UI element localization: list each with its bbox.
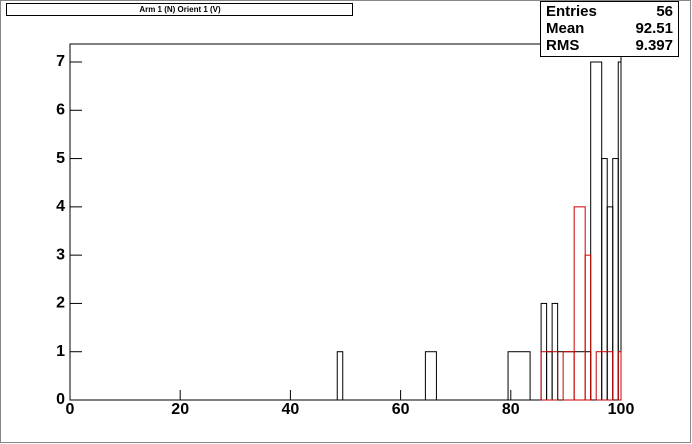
- y-tick-label: 1: [56, 343, 65, 360]
- y-tick-label: 6: [56, 102, 65, 119]
- stats-box: [540, 1, 679, 57]
- bar: [584, 254, 592, 401]
- bar: [617, 351, 622, 401]
- bar: [336, 351, 344, 401]
- x-tick-label: 100: [608, 401, 635, 418]
- y-tick-label: 3: [56, 246, 65, 263]
- bar: [540, 351, 559, 401]
- chart-title: Arm 1 (N) Orient 1 (V): [139, 5, 221, 14]
- stats-value: 92.51: [635, 20, 673, 37]
- stats-label: RMS: [546, 37, 579, 54]
- stats-value: 9.397: [635, 37, 673, 54]
- bar: [507, 351, 531, 401]
- x-tick-label: 20: [171, 401, 189, 418]
- stats-value: 56: [656, 3, 673, 20]
- y-tick-label: 0: [56, 391, 65, 408]
- stats-label: Entries: [546, 3, 597, 20]
- x-tick-label: 80: [502, 401, 520, 418]
- y-tick-label: 4: [56, 198, 65, 215]
- x-tick-label: 60: [392, 401, 410, 418]
- bar: [595, 351, 614, 401]
- title-box: [6, 3, 353, 16]
- x-tick-label: 40: [282, 401, 300, 418]
- stats-label: Mean: [546, 20, 584, 37]
- y-tick-label: 2: [56, 295, 65, 312]
- plot-frame: [69, 43, 622, 401]
- x-tick-label: 0: [66, 401, 75, 418]
- y-tick-label: 7: [56, 53, 65, 70]
- bar: [424, 351, 437, 401]
- y-tick-label: 5: [56, 150, 65, 167]
